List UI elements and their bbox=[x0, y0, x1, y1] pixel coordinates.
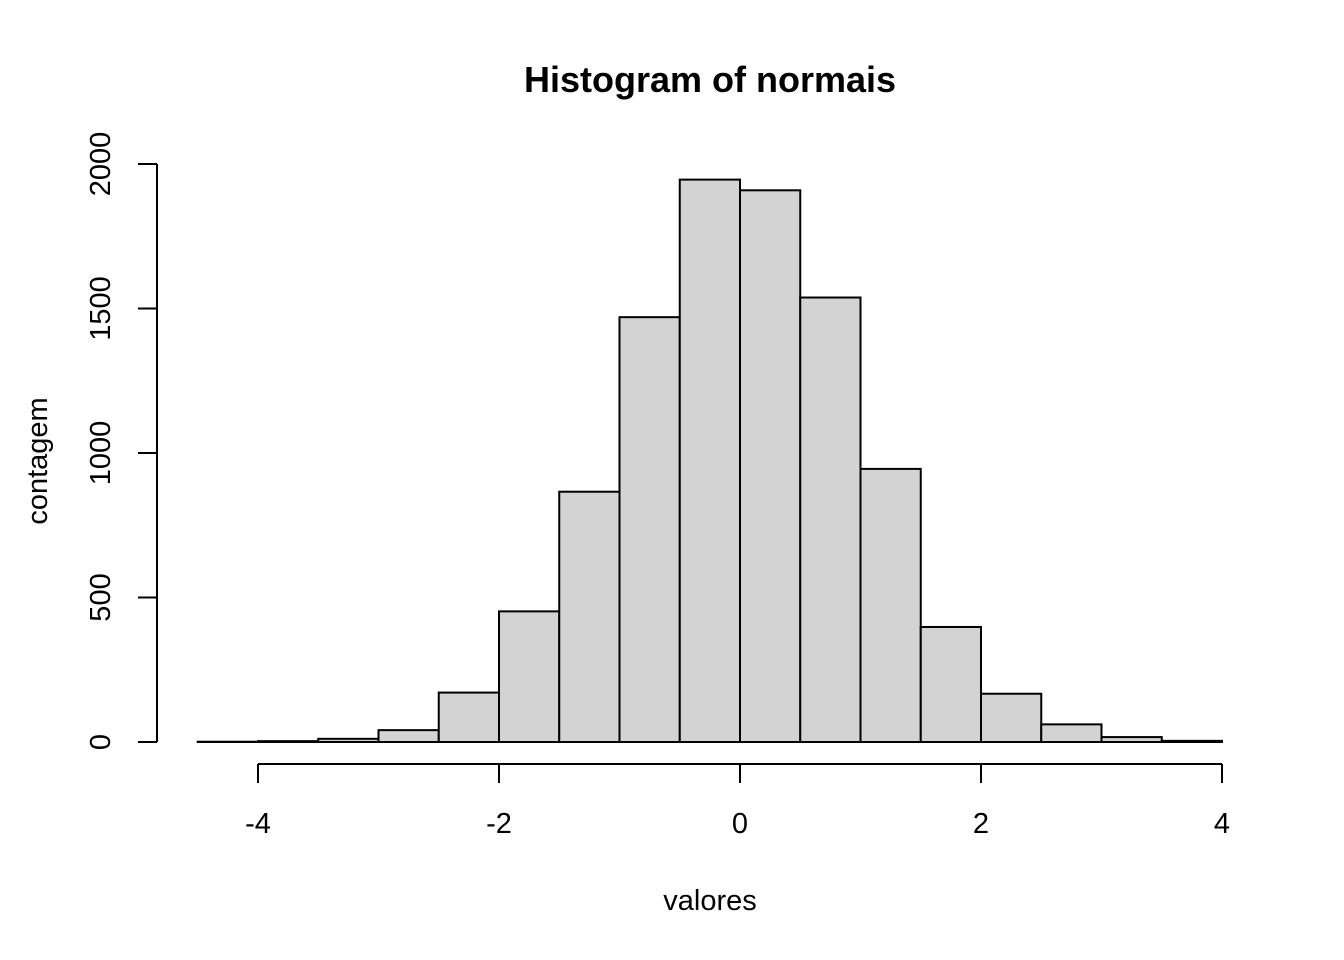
histogram-bar bbox=[317, 737, 380, 743]
x-axis-tick-label: 0 bbox=[732, 808, 748, 840]
histogram-bar bbox=[859, 467, 922, 743]
histogram-bar bbox=[618, 316, 681, 743]
x-axis-label: valores bbox=[663, 885, 757, 917]
histogram-bar bbox=[678, 178, 741, 743]
x-axis: -4 -2 0 2 4 bbox=[245, 763, 1230, 840]
histogram-bar bbox=[1160, 739, 1223, 743]
histogram-bar bbox=[377, 729, 440, 744]
y-axis-label: contagem bbox=[22, 397, 54, 524]
histogram-bar bbox=[739, 189, 802, 743]
x-axis-tick-label: -2 bbox=[486, 808, 512, 840]
y-axis-tick-label: 500 bbox=[85, 573, 117, 621]
histogram-bar bbox=[1040, 723, 1103, 743]
histogram-bar bbox=[498, 610, 561, 744]
histogram-bar bbox=[980, 692, 1043, 743]
histogram-bar bbox=[257, 740, 320, 743]
y-axis-tick-label: 1500 bbox=[85, 276, 117, 341]
chart-title: Histogram of normais bbox=[524, 59, 896, 100]
y-axis-tick-label: 1000 bbox=[85, 421, 117, 486]
histogram-bar bbox=[437, 691, 500, 743]
x-axis-tick-label: -4 bbox=[245, 808, 271, 840]
x-axis-tick-label: 2 bbox=[973, 808, 989, 840]
histogram-bar bbox=[558, 490, 621, 744]
x-axis-tick-label: 4 bbox=[1214, 808, 1230, 840]
bars-layer bbox=[196, 178, 1223, 744]
y-axis: 0 500 1000 1500 2000 bbox=[85, 132, 158, 750]
histogram-bar bbox=[1100, 736, 1163, 743]
y-axis-tick-label: 0 bbox=[85, 734, 117, 750]
y-axis-tick-label: 2000 bbox=[85, 132, 117, 197]
histogram-bar bbox=[919, 625, 982, 744]
histogram-bar bbox=[799, 296, 862, 743]
